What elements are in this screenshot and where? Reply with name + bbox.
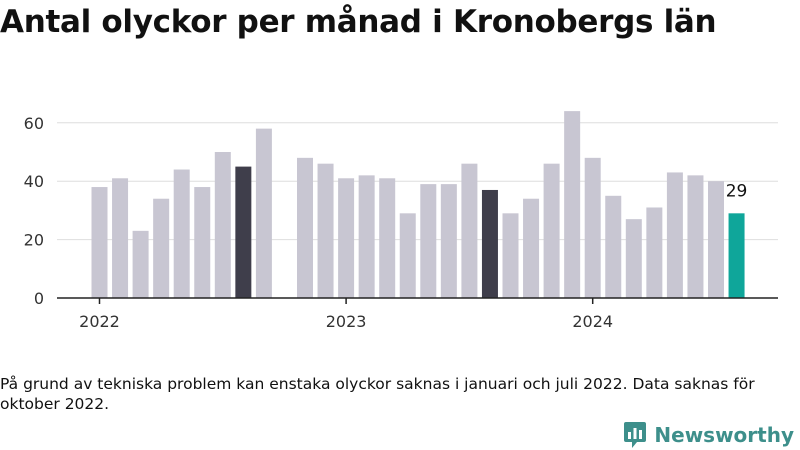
bar: [564, 111, 581, 299]
y-tick-label: 40: [24, 172, 44, 191]
bar-chart: 0 20 40 60 2022 2023 2024 29: [24, 111, 778, 331]
bar: [502, 213, 519, 298]
bar: [708, 181, 724, 298]
bar: [440, 184, 457, 298]
bar: [523, 198, 540, 298]
bar: [235, 166, 252, 298]
bar: [420, 184, 437, 298]
bar: [666, 172, 683, 298]
bar: [132, 230, 149, 298]
x-tick-label: 2024: [572, 312, 613, 331]
y-tick-label: 60: [24, 114, 44, 133]
bars: [91, 111, 745, 299]
bar: [728, 213, 745, 298]
x-axis: 2022 2023 2024: [57, 297, 778, 331]
footnote: På grund av tekniska problem kan enstaka…: [0, 375, 755, 413]
bar: [112, 178, 129, 298]
bar: [543, 163, 560, 298]
bar: [153, 198, 170, 298]
bar: [399, 213, 416, 298]
bar: [584, 157, 601, 298]
bar: [481, 189, 498, 298]
bar: [461, 163, 478, 298]
bar: [194, 187, 211, 298]
y-axis-labels: 0 20 40 60: [24, 114, 44, 308]
bar: [317, 163, 334, 298]
bar: [255, 128, 272, 298]
bar: [625, 219, 642, 298]
bar: [646, 207, 663, 298]
y-tick-label: 0: [34, 289, 44, 308]
bar: [358, 175, 375, 298]
bar: [687, 175, 704, 298]
chart-title: Antal olyckor per månad i Kronobergs län: [0, 4, 717, 40]
bar: [338, 178, 355, 298]
bar: [379, 178, 396, 298]
latest-value-label: 29: [726, 181, 748, 201]
bar: [605, 195, 622, 298]
brand-name: Newsworthy: [654, 423, 794, 447]
bar: [297, 157, 313, 298]
x-tick-label: 2022: [79, 312, 120, 331]
bar: [214, 152, 231, 298]
y-tick-label: 20: [24, 231, 44, 250]
newsworthy-logo-icon: [624, 422, 647, 448]
bar: [173, 169, 190, 298]
annotations: 29: [726, 181, 748, 201]
x-tick-label: 2023: [326, 312, 367, 331]
brand-logo[interactable]: Newsworthy: [623, 420, 794, 450]
bar: [91, 187, 108, 298]
